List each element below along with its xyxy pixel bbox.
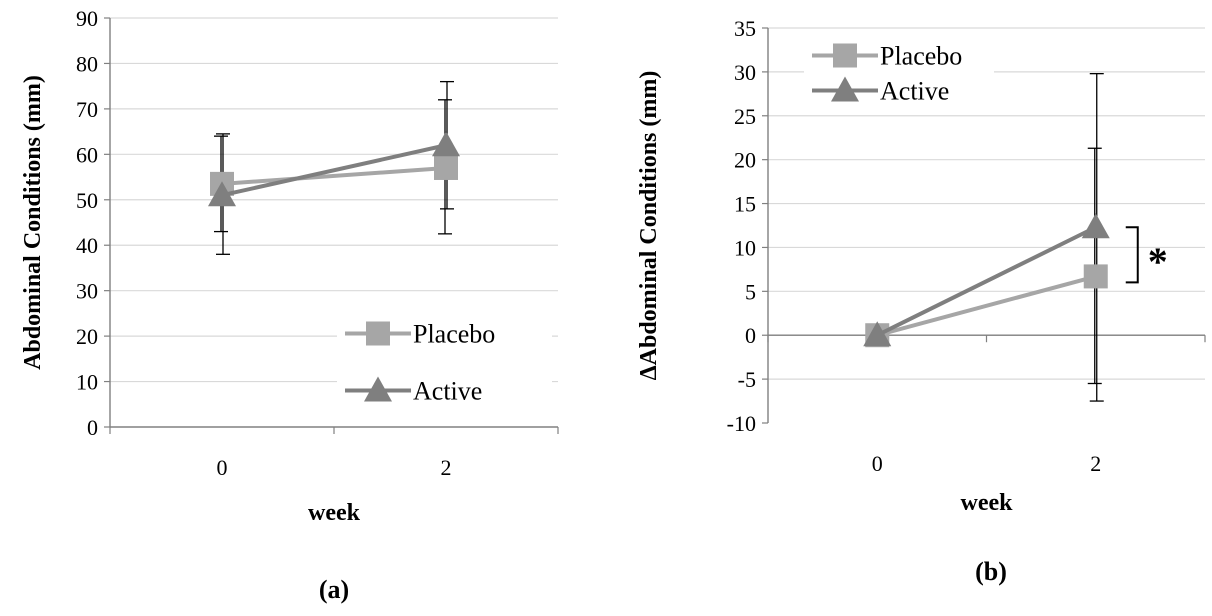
panel-label: (b): [975, 557, 1007, 586]
series-line-placebo: [221, 165, 447, 186]
y-tick-label: 30: [734, 60, 756, 85]
y-tick-label: 80: [76, 51, 98, 76]
y-tick-label: 35: [734, 16, 756, 41]
y-tick-label: 10: [76, 370, 98, 395]
legend-label-placebo: Placebo: [413, 320, 495, 349]
y-tick-label: 0: [87, 415, 98, 440]
y-axis-label: ΔAbdominal Conditions (mm): [636, 71, 662, 381]
y-tick-label: 20: [734, 148, 756, 173]
chart-panel-a: 0 10 20 30 40 50 60 70 80 90 0 2 week Abdominal Condi…: [20, 6, 559, 604]
y-tick-label: 10: [734, 235, 756, 260]
x-tick-label: 0: [872, 451, 883, 476]
y-tick-label: 60: [76, 142, 98, 167]
x-tick-label: 2: [1090, 451, 1101, 476]
y-tick-label: 20: [76, 324, 98, 349]
data-point-active: [863, 321, 892, 347]
y-tick-label: 40: [76, 233, 98, 258]
series-line-active: [221, 143, 447, 198]
y-tick-label: 0: [745, 323, 756, 348]
legend-marker-placebo: [366, 321, 390, 346]
y-tick-label: -10: [727, 411, 756, 436]
data-point-active: [432, 131, 460, 157]
y-tick-label: 50: [76, 188, 98, 213]
significance-star: *: [1148, 239, 1168, 284]
x-axis-label: week: [308, 500, 361, 526]
panel-label: (a): [319, 575, 349, 604]
data-point-placebo: [1083, 264, 1108, 289]
x-tick-label: 0: [217, 455, 228, 480]
data-point-active: [1081, 213, 1110, 239]
legend-label-placebo: Placebo: [880, 42, 962, 71]
legend-label-active: Active: [880, 77, 949, 106]
legend-label-active: Active: [413, 377, 482, 406]
y-tick-label: 25: [734, 104, 756, 129]
data-point-active: [208, 181, 236, 207]
y-tick-label: 5: [745, 279, 756, 304]
legend-marker-placebo: [833, 43, 857, 68]
y-tick-label: 90: [76, 6, 98, 31]
series-line-active: [876, 225, 1097, 338]
significance-bracket: [1125, 226, 1139, 284]
data-point-placebo: [434, 155, 458, 180]
legend-marker-active: [364, 376, 392, 402]
chart-panel-b: -10 -5 0 5 10 15 20 25 30 35 0 2 week ΔAbdominal Cond…: [636, 16, 1206, 586]
x-axis-label: week: [961, 490, 1014, 516]
x-tick-label: 2: [441, 455, 452, 480]
y-tick-label: -5: [738, 367, 756, 392]
y-tick-label: 30: [76, 279, 98, 304]
series-line-placebo: [876, 274, 1097, 338]
y-tick-label: 15: [734, 192, 756, 217]
y-axis-label: Abdominal Conditions (mm): [20, 75, 46, 370]
legend-marker-active: [831, 76, 859, 102]
y-tick-label: 70: [76, 97, 98, 122]
